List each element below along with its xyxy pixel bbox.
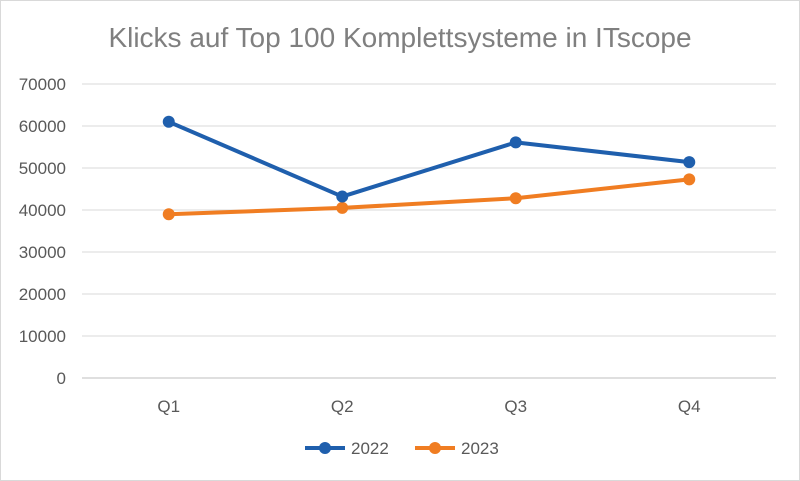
legend-label: 2022 — [351, 439, 389, 458]
data-point — [336, 201, 349, 214]
data-point — [162, 208, 175, 221]
y-tick-label: 10000 — [19, 327, 66, 346]
y-tick-label: 60000 — [19, 117, 66, 136]
chart-title: Klicks auf Top 100 Komplettsysteme in IT… — [108, 22, 692, 53]
x-tick-label: Q3 — [504, 397, 527, 416]
data-point — [509, 136, 522, 149]
data-point — [509, 192, 522, 205]
y-tick-label: 20000 — [19, 285, 66, 304]
legend-item-2022: 2022 — [305, 439, 389, 458]
legend-label: 2023 — [461, 439, 499, 458]
y-axis-ticks: 70000 60000 50000 40000 30000 20000 10000 0 — [19, 75, 66, 388]
data-point — [683, 156, 696, 169]
series-2022 — [162, 115, 696, 203]
y-tick-label: 50000 — [19, 159, 66, 178]
x-tick-label: Q1 — [157, 397, 180, 416]
y-tick-label: 30000 — [19, 243, 66, 262]
legend: 2022 2023 — [305, 439, 499, 458]
series-line — [166, 177, 692, 217]
y-tick-label: 70000 — [19, 75, 66, 94]
x-tick-label: Q4 — [678, 397, 701, 416]
series-2023 — [162, 173, 696, 221]
x-axis-ticks: Q1 Q2 Q3 Q4 — [157, 397, 700, 416]
y-tick-label: 40000 — [19, 201, 66, 220]
series-line — [166, 119, 692, 199]
legend-swatch-marker — [429, 442, 441, 454]
legend-swatch-marker — [319, 442, 331, 454]
series-group — [162, 115, 696, 221]
data-point — [162, 115, 175, 128]
data-point — [683, 173, 696, 186]
y-tick-label: 0 — [57, 369, 66, 388]
x-tick-label: Q2 — [331, 397, 354, 416]
legend-item-2023: 2023 — [415, 439, 499, 458]
data-point — [336, 190, 349, 203]
